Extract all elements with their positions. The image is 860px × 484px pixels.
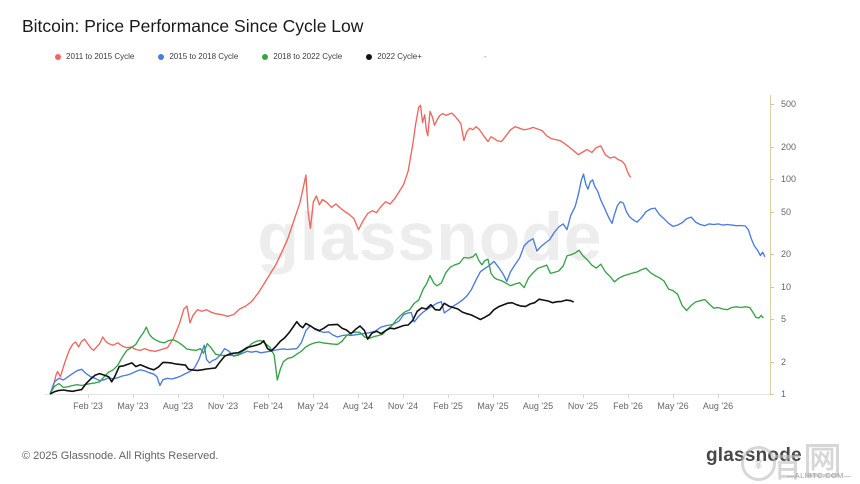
x-tick-label: Nov '25 [567, 401, 599, 411]
x-axis-line [45, 394, 771, 395]
y-tick-label: 200 [781, 142, 797, 153]
x-tick-label: Feb '23 [73, 401, 103, 411]
cjk-watermark-boxed-char: 网 [806, 444, 839, 477]
x-tick-mark [178, 394, 179, 398]
legend-item-2018-2022[interactable]: 2018 to 2022 Cycle [262, 52, 342, 61]
x-tick-mark [718, 394, 719, 398]
x-tick-mark [268, 394, 269, 398]
x-tick-mark [358, 394, 359, 398]
x-tick-label: Aug '23 [162, 401, 194, 411]
x-tick-label: May '24 [297, 401, 329, 411]
y-tick-mark [770, 361, 774, 363]
legend-dot-green-icon [262, 53, 269, 60]
legend-label: 2022 Cycle+ [377, 52, 422, 61]
y-axis-line [770, 95, 771, 394]
y-tick-mark [770, 147, 774, 149]
legend-dot-red-icon [55, 53, 61, 60]
chart-legend: 2011 to 2015 Cycle 2015 to 2018 Cycle 20… [55, 52, 487, 61]
y-tick-label: 100 [781, 174, 797, 185]
x-tick-label: Aug '25 [522, 401, 554, 411]
x-tick-label: Nov '24 [387, 401, 419, 411]
y-tick-mark [770, 394, 774, 395]
series-line-1 [49, 173, 766, 395]
legend-dot-black-icon [366, 53, 373, 60]
x-tick-label: Feb '24 [253, 401, 283, 411]
y-tick-mark [770, 286, 774, 288]
x-tick-mark [223, 394, 224, 398]
x-tick-mark [493, 394, 494, 398]
x-tick-label: Aug '26 [702, 401, 734, 411]
y-tick-mark [770, 179, 774, 181]
y-tick-mark [770, 254, 774, 256]
legend-dot-blue-icon [158, 53, 165, 60]
y-tick-label: 10 [781, 281, 792, 292]
page-title: Bitcoin: Price Performance Since Cycle L… [22, 16, 364, 36]
legend-label: 2018 to 2022 Cycle [273, 52, 343, 61]
x-tick-mark [403, 394, 404, 398]
y-tick-label: 5 [781, 314, 787, 324]
x-tick-label: May '25 [477, 401, 509, 411]
x-tick-mark [583, 394, 584, 398]
x-tick-mark [673, 394, 674, 398]
legend-label: 2015 to 2018 Cycle [169, 52, 239, 61]
x-tick-label: Nov '23 [207, 401, 239, 411]
y-tick-mark [770, 319, 774, 320]
legend-item-2015-2018[interactable]: 2015 to 2018 Cycle [158, 52, 238, 61]
copyright-text: © 2025 Glassnode. All Rights Reserved. [22, 450, 219, 462]
series-line-2 [49, 249, 764, 395]
x-tick-mark [133, 394, 134, 398]
y-tick-mark [770, 211, 774, 213]
alibtc-watermark-text: —ALIBTC.COM— [787, 471, 852, 480]
glassnode-watermark: glassnode [257, 199, 603, 275]
series-line-0 [49, 104, 632, 395]
x-tick-label: May '23 [117, 401, 149, 411]
cjk-watermark-char: 百 [774, 453, 801, 483]
series-line-3 [49, 298, 575, 395]
y-tick-label: 50 [781, 206, 792, 217]
x-tick-label: May '26 [657, 401, 689, 411]
legend-label: 2011 to 2015 Cycle [66, 52, 135, 61]
x-tick-mark [538, 394, 539, 398]
y-tick-mark [770, 104, 774, 106]
x-tick-mark [313, 394, 314, 398]
seal-watermark-icon: ¥ [741, 446, 776, 481]
x-tick-mark [88, 394, 89, 398]
y-tick-label: 500 [781, 99, 797, 110]
x-tick-mark [448, 394, 449, 398]
y-tick-label: 1 [781, 389, 787, 399]
y-tick-label: 20 [781, 249, 792, 260]
x-tick-mark [628, 394, 629, 398]
y-tick-label: 2 [781, 356, 787, 367]
legend-extra-dash: - [483, 52, 487, 61]
x-tick-label: Feb '25 [433, 401, 463, 411]
legend-item-2011-2015[interactable]: 2011 to 2015 Cycle [55, 52, 134, 61]
x-tick-label: Feb '26 [613, 401, 643, 411]
x-tick-label: Aug '24 [342, 401, 374, 411]
legend-item-2022-plus[interactable]: 2022 Cycle+ [366, 52, 422, 61]
